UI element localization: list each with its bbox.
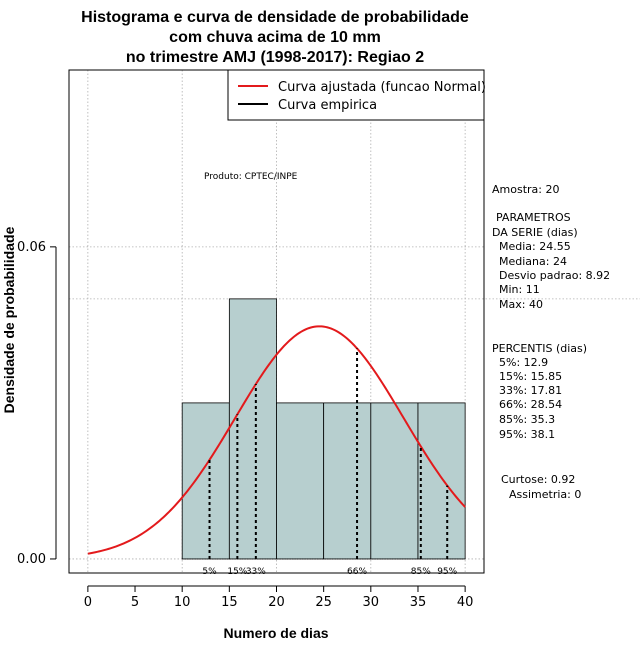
legend: Curva ajustada (funcao Normal) Curva emp… [227, 69, 486, 121]
stat-median: Mediana: 24 [499, 255, 567, 268]
stat-sd: Desvio padrao: 8.92 [499, 269, 610, 282]
x-tick-label-1: 5 [131, 595, 139, 610]
x-tick-label-2: 10 [174, 595, 191, 610]
stat-max: Max: 40 [499, 298, 543, 311]
legend-box [227, 69, 485, 121]
percentile-lines: 5% 15%33% 66% 85% 95% [202, 348, 458, 577]
stat-mean: Media: 24.55 [499, 240, 571, 253]
legend-label-empirical: Curva empirica [278, 98, 377, 113]
percentile-label-3: 66% [347, 567, 367, 577]
percentile-label-5: 95% [437, 567, 457, 577]
histogram-bar-5 [417, 402, 466, 560]
x-tick-label-6: 30 [363, 595, 380, 610]
fitted-normal-curve [87, 325, 466, 555]
percentile-15: 15%: 15.85 [499, 370, 562, 383]
histogram-bar-0 [181, 402, 230, 560]
percentile-85: 85%: 35.3 [499, 413, 555, 426]
percentile-label-4: 85% [411, 567, 431, 577]
histogram-bar-4 [370, 402, 419, 560]
product-label: Produto: CPTEC/INPE [204, 172, 298, 182]
histogram-bar-3 [323, 402, 372, 560]
axes-layer: 0 5 10 15 20 25 30 35 40 0.00 0.06 [17, 240, 473, 610]
chart-title-line-2: com chuva acima de 10 mm [169, 29, 381, 46]
params-title-2: DA SERIE (dias) [492, 226, 578, 239]
percentile-5: 5%: 12.9 [499, 356, 548, 369]
x-tick-label-0: 0 [84, 595, 92, 610]
kurtosis: Curtose: 0.92 [501, 473, 575, 486]
x-tick-label-7: 35 [410, 595, 427, 610]
fitted-curve-layer [87, 325, 466, 555]
chart-title-line-3: no trimestre AMJ (1998-2017): Regiao 2 [126, 49, 424, 66]
sample-size: Amostra: 20 [492, 183, 559, 196]
percentile-label-2: 33% [246, 567, 266, 577]
skewness: Assimetria: 0 [509, 488, 581, 501]
percentile-33: 33%: 17.81 [499, 384, 562, 397]
y-tick-label-0: 0.00 [17, 552, 46, 567]
x-tick-label-8: 40 [457, 595, 474, 610]
percentile-95: 95%: 38.1 [499, 428, 555, 441]
x-tick-label-3: 15 [221, 595, 238, 610]
percentile-label-0: 5% [202, 567, 217, 577]
legend-label-fitted: Curva ajustada (funcao Normal) [278, 80, 486, 95]
x-axis-label: Numero de dias [223, 625, 328, 641]
x-tick-label-4: 20 [268, 595, 285, 610]
y-tick-label-1: 0.06 [17, 240, 46, 255]
histogram-bar-2 [276, 402, 325, 560]
percentile-66: 66%: 28.54 [499, 398, 562, 411]
chart-title-line-1: Histograma e curva de densidade de proba… [81, 9, 469, 26]
y-axis-label: Densidade de probabilidade [1, 226, 17, 413]
params-title-1: PARAMETROS [496, 211, 571, 224]
x-tick-label-5: 25 [315, 595, 332, 610]
stat-min: Min: 11 [499, 283, 540, 296]
side-panel: Amostra: 20 PARAMETROS DA SERIE (dias) M… [492, 183, 610, 501]
percentiles-title: PERCENTIS (dias) [492, 342, 587, 355]
percentile-label-1: 15% [227, 567, 247, 577]
histogram-bar-1 [228, 298, 277, 560]
histogram-bars [181, 298, 466, 560]
